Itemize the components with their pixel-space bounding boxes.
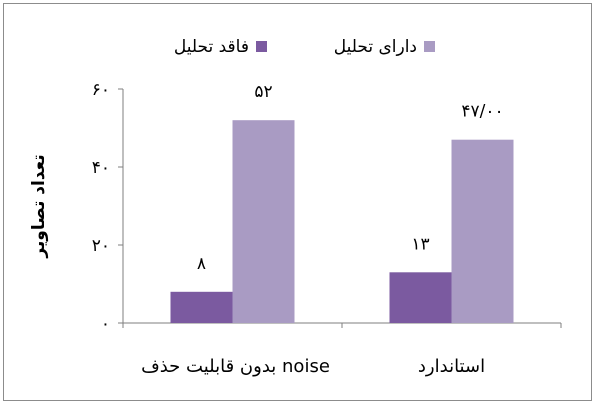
bar-with-analysis [232,120,295,323]
data-labels: ۸ ۵۲ ۱۳ ۴۷/۰۰ [197,82,504,274]
bar-no-analysis [389,272,452,323]
y-tick-label: ۶۰ [92,80,110,100]
legend-swatch [256,41,267,52]
data-label: ۱۳ [411,234,429,254]
legend-swatch [424,41,435,52]
data-label: ۸ [197,254,206,274]
y-tick-label: ۰ [101,314,110,334]
x-category-label: استاندارد [418,356,485,377]
data-label: ۴۷/۰۰ [461,102,503,122]
legend-label: فاقد تحلیل [174,37,249,57]
y-tick-label: ۴۰ [92,158,110,178]
legend: فاقد تحلیل دارای تحلیل [174,37,435,57]
bar-with-analysis [451,139,514,323]
y-tick-label: ۲۰ [92,236,110,256]
y-axis: ۰ ۲۰ ۴۰ ۶۰ [92,80,124,334]
bar-no-analysis [170,291,233,323]
x-category-label: بدون قابلیت حذف noise [141,356,330,377]
data-label: ۵۲ [254,82,272,102]
x-axis: بدون قابلیت حذف noise استاندارد [122,322,562,377]
legend-label: دارای تحلیل [334,37,417,57]
bars [170,120,514,323]
y-axis-title: تعداد تصاویر [29,154,49,258]
